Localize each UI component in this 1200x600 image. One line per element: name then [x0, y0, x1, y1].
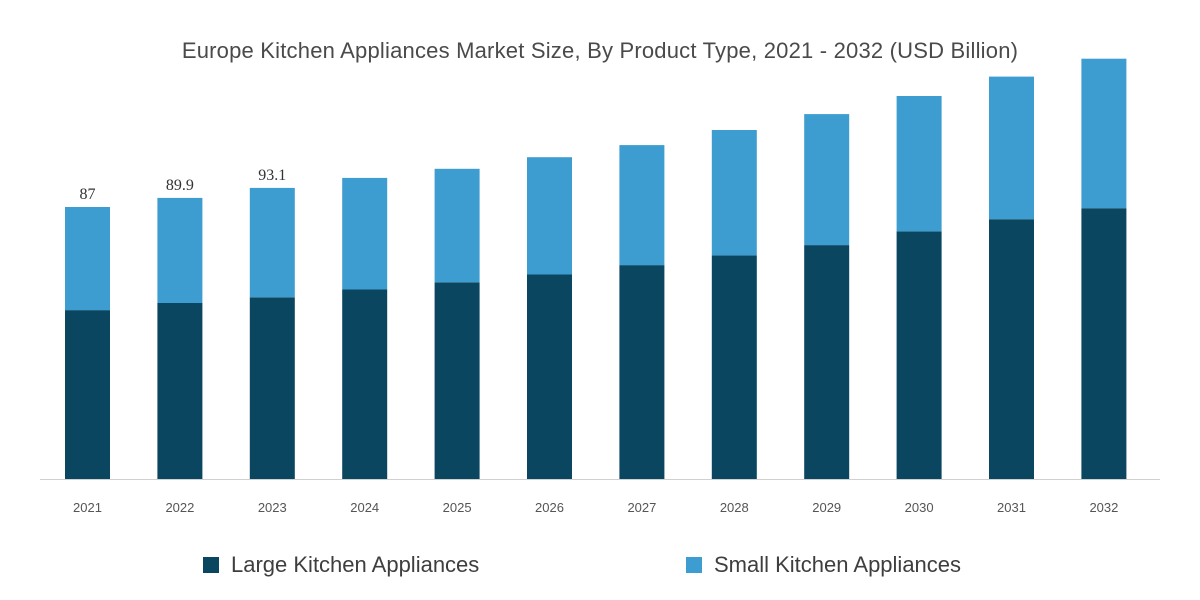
bar-large-2032: [1081, 208, 1127, 479]
bar-small-2032: [1081, 58, 1127, 209]
x-tick-label-2023: 2023: [258, 500, 287, 515]
bar-small-2024: [342, 177, 388, 290]
x-tick-label-2031: 2031: [997, 500, 1026, 515]
bar-large-2031: [989, 219, 1034, 479]
chart-title: Europe Kitchen Appliances Market Size, B…: [181, 38, 1019, 63]
bar-small-2031: [989, 76, 1034, 220]
bar-small-2022: [157, 197, 203, 303]
bar-small-2028: [711, 130, 757, 256]
x-tick-label-2025: 2025: [443, 500, 472, 515]
bar-small-2023: [249, 187, 295, 298]
bar-small-2029: [804, 114, 850, 246]
legend: Large Kitchen Appliances Small Kitchen A…: [0, 552, 1200, 588]
bar-large-2023: [249, 297, 295, 479]
x-tick-label-2032: 2032: [1089, 500, 1118, 515]
x-tick-label-2030: 2030: [905, 500, 934, 515]
bar-large-2024: [342, 289, 388, 479]
data-label-2021: 87: [80, 186, 96, 203]
legend-swatch-large: [203, 557, 219, 573]
legend-swatch-small: [686, 557, 702, 573]
bar-large-2021: [65, 310, 110, 479]
bar-small-2021: [65, 207, 110, 311]
bar-small-2030: [896, 96, 942, 232]
x-tick-label-2027: 2027: [627, 500, 656, 515]
x-tick-label-2021: 2021: [73, 500, 102, 515]
legend-item-small: Small Kitchen Appliances: [686, 552, 961, 578]
data-label-2023: 93.1: [258, 167, 286, 184]
bar-large-2025: [434, 282, 480, 479]
bar-small-2026: [527, 157, 572, 275]
legend-label-large: Large Kitchen Appliances: [231, 552, 480, 577]
bar-large-2029: [804, 245, 850, 479]
x-tick-label-2024: 2024: [350, 500, 379, 515]
x-tick-label-2029: 2029: [812, 500, 841, 515]
bar-large-2030: [896, 231, 942, 479]
bar-large-2022: [157, 303, 203, 479]
bar-large-2027: [619, 265, 665, 479]
legend-label-small: Small Kitchen Appliances: [714, 552, 962, 577]
bar-large-2028: [711, 255, 757, 479]
x-tick-label-2028: 2028: [720, 500, 749, 515]
bar-small-2027: [619, 145, 665, 266]
bar-large-2026: [527, 274, 572, 479]
data-label-2022: 89.9: [166, 177, 194, 194]
bar-small-2025: [434, 168, 480, 283]
legend-item-large: Large Kitchen Appliances: [203, 552, 479, 578]
x-tick-label-2026: 2026: [535, 500, 564, 515]
x-tick-label-2022: 2022: [165, 500, 194, 515]
